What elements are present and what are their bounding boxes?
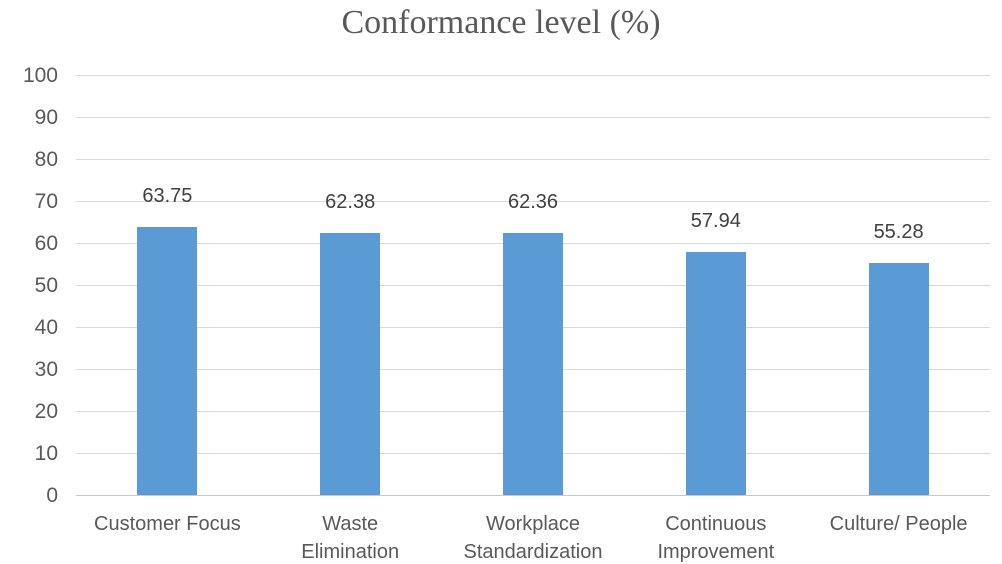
gridline [76, 158, 990, 160]
bar [320, 233, 381, 495]
y-axis-tick-label: 0 [46, 483, 58, 507]
gridline [76, 116, 990, 118]
bar-value-label: 57.94 [690, 209, 741, 232]
category-label: Continuous Improvement [625, 510, 807, 564]
bar-value-label: 62.38 [325, 191, 376, 213]
category-label: Culture/ People [808, 510, 990, 538]
category-label-line: Continuous [665, 513, 767, 535]
category-label-line: Elimination [301, 541, 400, 563]
bar [685, 251, 746, 495]
category-label-line: Waste [322, 513, 379, 535]
y-axis-tick-label: 20 [34, 399, 58, 423]
y-axis-tick-label: 60 [34, 231, 58, 255]
bar-value-label: 55.28 [873, 220, 924, 243]
chart-title: Conformance level (%) [341, 4, 661, 41]
category-label-line: Workplace [485, 513, 581, 535]
category-label-line: Culture/ People [829, 513, 968, 535]
bar [503, 233, 563, 495]
category-label-line: Standardization [463, 541, 603, 563]
y-axis-tick-label: 40 [34, 315, 58, 339]
y-axis-tick-label: 80 [34, 147, 58, 171]
gridline [76, 74, 990, 76]
y-axis-tick-label: 50 [34, 273, 58, 297]
y-axis-tick-label: 100 [22, 63, 58, 87]
y-axis-tick-label: 90 [34, 105, 58, 129]
category-label-line: Improvement [657, 541, 775, 563]
category-label: Customer Focus [76, 510, 258, 538]
category-label: Waste Elimination [259, 510, 441, 564]
bar [137, 227, 198, 495]
category-label: Workplace Standardization [442, 510, 624, 564]
y-axis-tick-label: 10 [34, 441, 58, 465]
gridline [76, 200, 990, 202]
gridline [76, 494, 990, 496]
bar-value-label: 62.36 [507, 191, 559, 214]
y-axis-tick-label: 30 [34, 357, 58, 381]
bar [868, 262, 929, 495]
bar-value-label: 63.75 [142, 185, 193, 208]
category-label-line: Customer Focus [94, 513, 241, 535]
y-axis-tick-label: 70 [34, 189, 58, 213]
